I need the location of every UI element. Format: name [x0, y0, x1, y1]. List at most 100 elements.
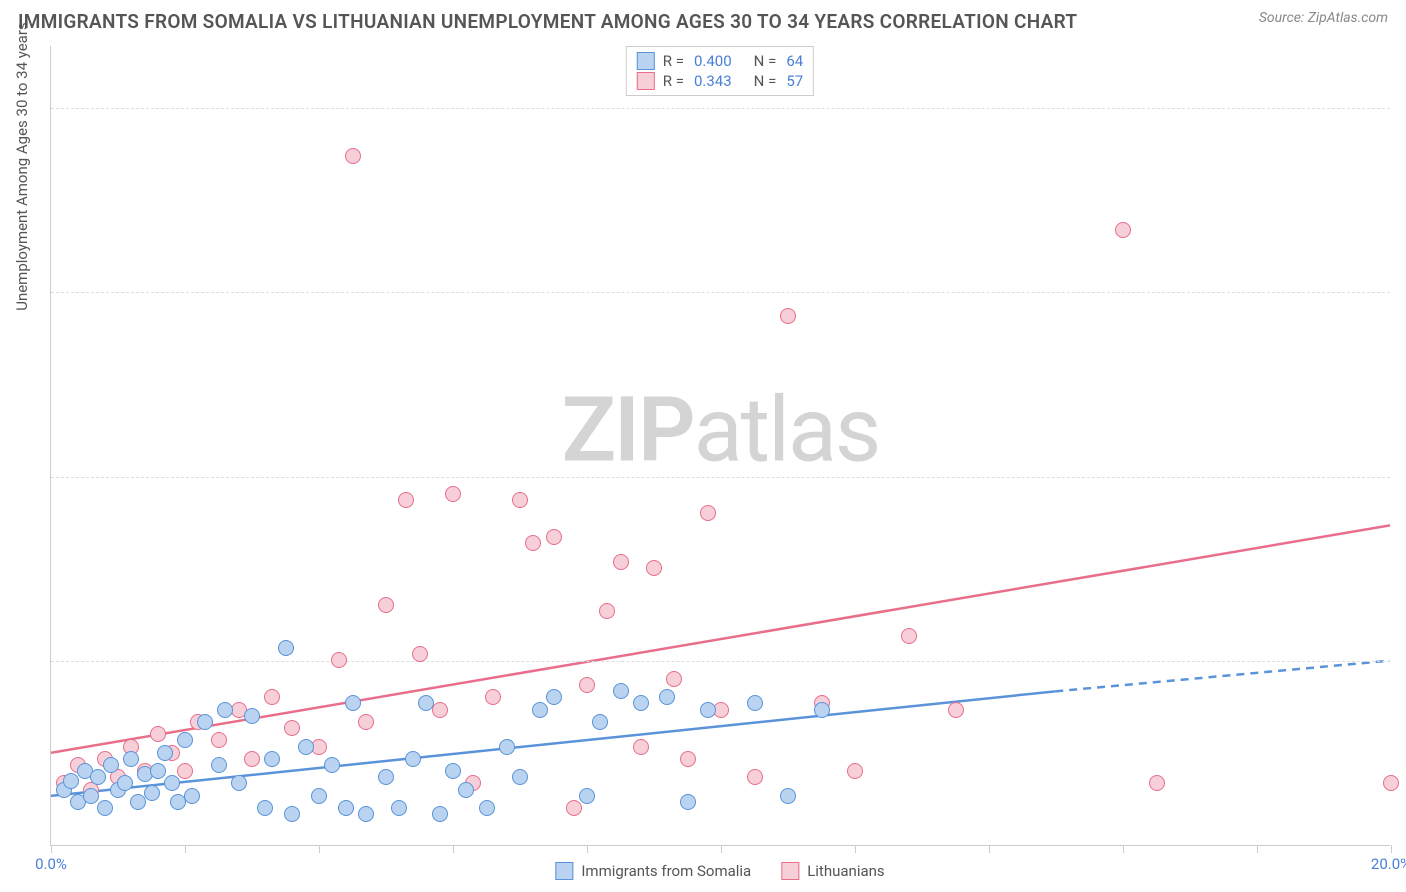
data-point-lithuanians: [633, 739, 649, 755]
data-point-lithuanians: [211, 732, 227, 748]
x-tick: [319, 845, 320, 853]
data-point-somalia: [197, 714, 213, 730]
data-point-lithuanians: [780, 308, 796, 324]
data-point-somalia: [231, 775, 247, 791]
data-point-somalia: [499, 739, 515, 755]
grid-line: [51, 292, 1390, 293]
data-point-lithuanians: [331, 652, 347, 668]
x-tick: [1123, 845, 1124, 853]
data-point-somalia: [164, 775, 180, 791]
data-point-somalia: [144, 785, 160, 801]
legend-row-lithuanians: R = 0.343 N = 57: [637, 71, 803, 91]
watermark: ZIPatlas: [562, 377, 880, 482]
y-tick-label: 60.0%: [1396, 99, 1406, 117]
plot-area: ZIPatlas 15.0%30.0%45.0%60.0%0.0%20.0%: [50, 46, 1390, 846]
data-point-somalia: [418, 695, 434, 711]
data-point-somalia: [184, 788, 200, 804]
data-point-somalia: [378, 769, 394, 785]
data-point-lithuanians: [264, 689, 280, 705]
data-point-lithuanians: [445, 486, 461, 502]
n-label: N =: [754, 52, 777, 70]
y-tick-label: 15.0%: [1396, 652, 1406, 670]
data-point-somalia: [123, 751, 139, 767]
data-point-lithuanians: [680, 751, 696, 767]
data-point-somalia: [659, 689, 675, 705]
data-point-lithuanians: [700, 505, 716, 521]
data-point-somalia: [284, 806, 300, 822]
x-tick: [855, 845, 856, 853]
data-point-lithuanians: [345, 148, 361, 164]
data-point-somalia: [405, 751, 421, 767]
data-point-somalia: [244, 708, 260, 724]
data-point-lithuanians: [901, 628, 917, 644]
y-tick-label: 30.0%: [1396, 468, 1406, 486]
grid-line: [51, 477, 1390, 478]
data-point-lithuanians: [412, 646, 428, 662]
data-point-lithuanians: [948, 702, 964, 718]
legend-swatch-somalia-icon: [555, 862, 573, 880]
data-point-lithuanians: [244, 751, 260, 767]
data-point-lithuanians: [1383, 775, 1399, 791]
legend-correlation: R = 0.400 N = 64 R = 0.343 N = 57: [626, 46, 814, 96]
data-point-somalia: [445, 763, 461, 779]
data-point-somalia: [257, 800, 273, 816]
data-point-somalia: [780, 788, 796, 804]
r-label: R =: [663, 52, 684, 70]
data-point-lithuanians: [566, 800, 582, 816]
legend-label-lithuanians: Lithuanians: [807, 862, 884, 880]
data-point-lithuanians: [613, 554, 629, 570]
y-axis-title: Unemployment Among Ages 30 to 34 years: [13, 22, 31, 310]
data-point-somalia: [338, 800, 354, 816]
data-point-somalia: [613, 683, 629, 699]
data-point-somalia: [391, 800, 407, 816]
data-point-somalia: [150, 763, 166, 779]
data-point-somalia: [264, 751, 280, 767]
grid-line: [51, 661, 1390, 662]
data-point-somalia: [512, 769, 528, 785]
data-point-somalia: [479, 800, 495, 816]
x-tick-label: 0.0%: [35, 855, 67, 873]
data-point-lithuanians: [525, 535, 541, 551]
legend-swatch-lithuanians-icon: [781, 862, 799, 880]
data-point-somalia: [680, 794, 696, 810]
data-point-somalia: [97, 800, 113, 816]
r-label: R =: [663, 72, 684, 90]
data-point-lithuanians: [1149, 775, 1165, 791]
source-label: Source: ZipAtlas.com: [1259, 10, 1388, 26]
data-point-lithuanians: [666, 671, 682, 687]
grid-line: [51, 108, 1390, 109]
data-point-lithuanians: [599, 603, 615, 619]
data-point-somalia: [278, 640, 294, 656]
chart-title: IMMIGRANTS FROM SOMALIA VS LITHUANIAN UN…: [18, 10, 1077, 33]
chart-area: ZIPatlas 15.0%30.0%45.0%60.0%0.0%20.0% U…: [50, 46, 1390, 846]
data-point-somalia: [532, 702, 548, 718]
x-tick: [453, 845, 454, 853]
data-point-lithuanians: [847, 763, 863, 779]
data-point-somalia: [63, 773, 79, 789]
data-point-somalia: [311, 788, 327, 804]
data-point-somalia: [217, 702, 233, 718]
data-point-lithuanians: [378, 597, 394, 613]
x-tick: [989, 845, 990, 853]
data-point-lithuanians: [177, 763, 193, 779]
data-point-somalia: [103, 757, 119, 773]
data-point-somalia: [579, 788, 595, 804]
data-point-somalia: [83, 788, 99, 804]
x-tick: [721, 845, 722, 853]
data-point-somalia: [345, 695, 361, 711]
data-point-lithuanians: [398, 492, 414, 508]
data-point-somalia: [358, 806, 374, 822]
x-tick: [587, 845, 588, 853]
legend-item-lithuanians: Lithuanians: [781, 862, 884, 880]
y-tick-label: 45.0%: [1396, 283, 1406, 301]
data-point-somalia: [117, 775, 133, 791]
data-point-somalia: [747, 695, 763, 711]
data-point-somalia: [298, 739, 314, 755]
data-point-lithuanians: [512, 492, 528, 508]
data-point-lithuanians: [485, 689, 501, 705]
legend-row-somalia: R = 0.400 N = 64: [637, 51, 803, 71]
legend-series: Immigrants from Somalia Lithuanians: [555, 862, 884, 880]
legend-item-somalia: Immigrants from Somalia: [555, 862, 751, 880]
data-point-lithuanians: [747, 769, 763, 785]
r-value-somalia: 0.400: [694, 52, 732, 70]
